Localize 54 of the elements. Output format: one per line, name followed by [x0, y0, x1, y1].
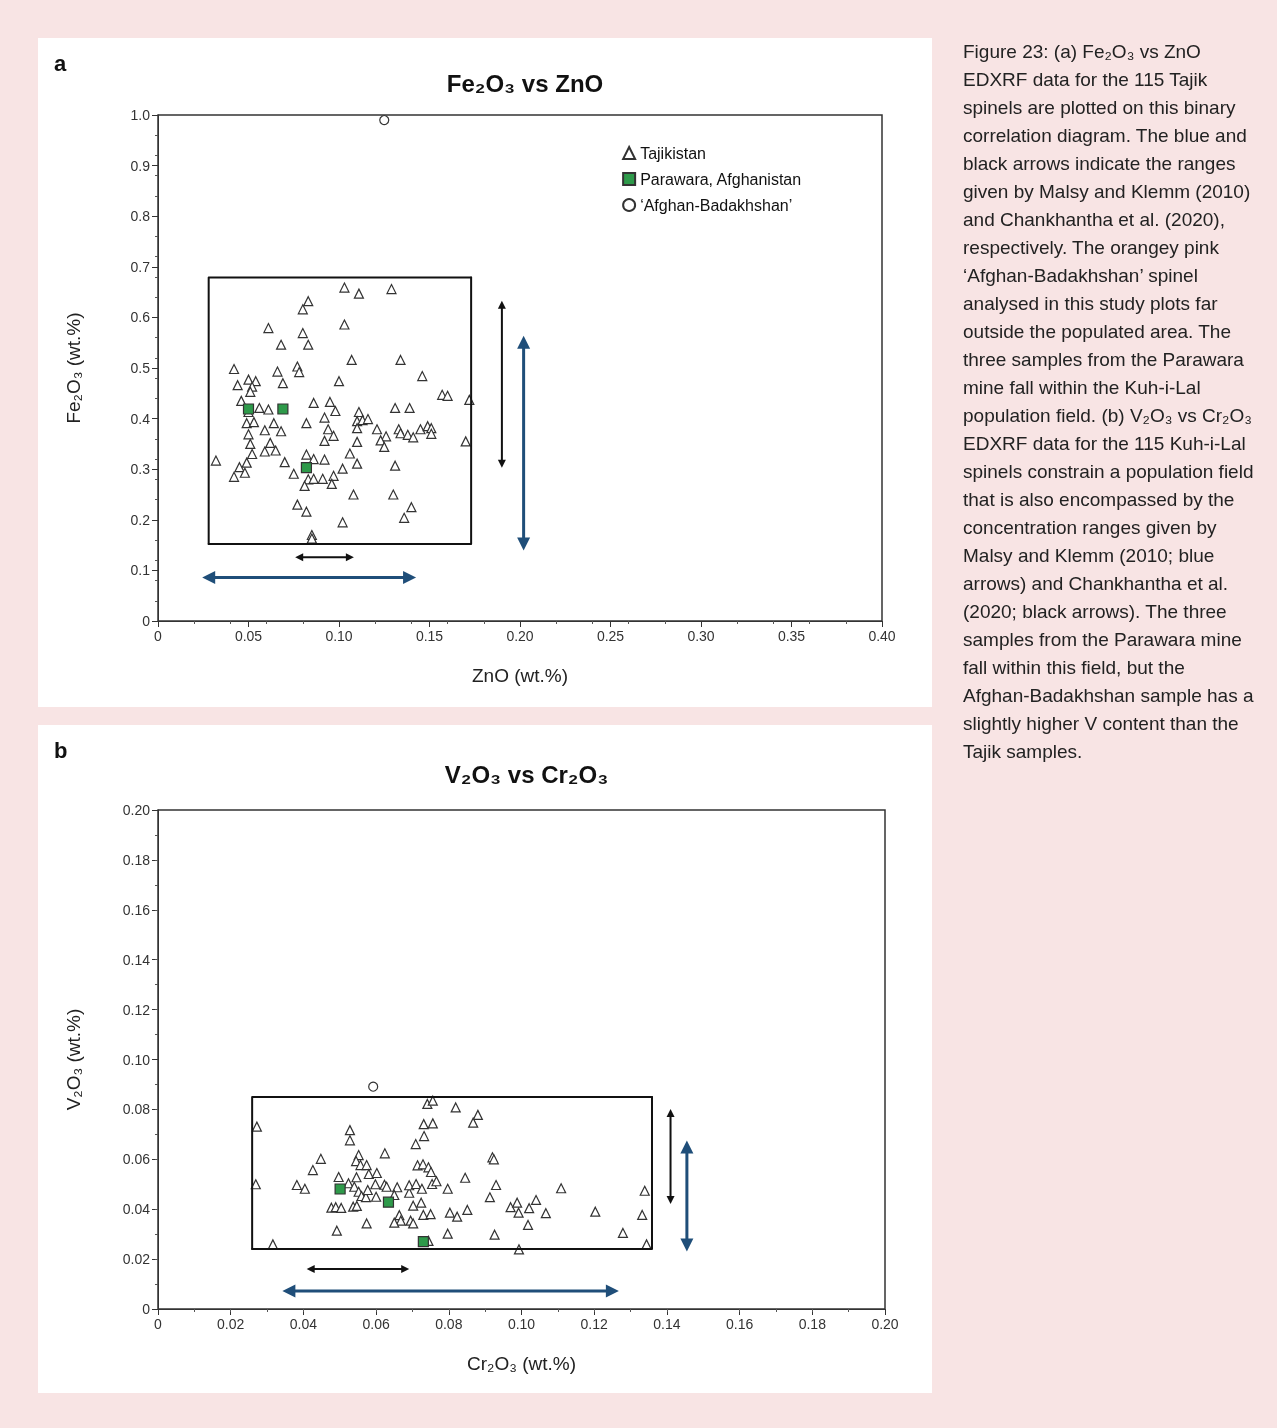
x-tick-label: 0.15	[415, 628, 444, 644]
x-tick-label: 0.20	[871, 1316, 899, 1332]
y-tick-label: 0	[142, 1301, 151, 1317]
y-tick-label: 0.9	[130, 157, 151, 174]
x-tick-label: 0.10	[507, 1316, 536, 1332]
y-tick-label: 0.10	[122, 1051, 151, 1068]
x-tick-label: 0.04	[289, 1316, 318, 1332]
x-tick-label: 0.35	[777, 628, 806, 644]
y-tick-label: 0.6	[130, 309, 151, 326]
y-tick-label: 0.4	[130, 410, 151, 427]
y-tick-label: 0.1	[130, 562, 151, 579]
y-tick-label: 0	[142, 613, 151, 629]
chart-title: V₂O₃ vs Cr₂O₃	[444, 760, 609, 788]
y-tick-label: 0.04	[122, 1201, 151, 1218]
x-tick-label: 0.30	[687, 628, 715, 644]
x-tick-label: 0.02	[217, 1316, 245, 1332]
y-axis-title: Fe₂O₃ (wt.%)	[63, 312, 84, 424]
x-tick-label: 0.20	[506, 628, 534, 644]
x-tick-label: 0	[154, 1316, 163, 1332]
legend-label: ‘Afghan-Badakhshan’	[640, 196, 793, 214]
y-tick-label: 1.0	[130, 107, 151, 123]
y-tick-label: 0.18	[122, 851, 151, 868]
y-tick-label: 0.8	[130, 208, 151, 225]
y-tick-label: 0.5	[130, 360, 151, 376]
x-tick-label: 0.25	[596, 628, 625, 644]
x-tick-label: 0.10	[325, 628, 353, 644]
y-tick-label: 0.2	[130, 511, 151, 528]
x-axis-title: ZnO (wt.%)	[471, 665, 569, 686]
text: b	[54, 737, 68, 763]
x-tick-label: 0	[154, 628, 163, 644]
text: Figure 23: (a) Fe₂O₃ vs ZnO EDXRF data for the 115 Tajik spinels are plotted on this binary correlation diagram. The blue and black arrows indicate the ranges given by Malsy and Klemm (2010) and Chankhantha et al. (2020), respectively. The orangey pink ‘Afghan-Badakhshan’ spinel analysed in this study plots far outside the populated area. The three samples from the Parawara mine fall within the Kuh-i-Lal population field. (b) V₂O₃ vs Cr₂O₃ EDXRF data for the 115 Kuh-i-Lal spinels constrain a population field that is also encompassed by the concentration ranges given by Malsy and Klemm (2010; blue arrows) and Chankhantha et al. (2020; black arrows). The three samples from the Parawara mine fall within this field, but the Afghan-Badakhshan sample has a slightly higher V content than the Tajik samples.	[963, 41, 1254, 762]
y-tick-label: 0.08	[122, 1101, 151, 1118]
x-tick-label: 0.06	[362, 1316, 390, 1332]
y-tick-label: 0.16	[122, 901, 151, 918]
text: a	[54, 50, 67, 76]
y-axis-title: V₂O₃ (wt.%)	[63, 1008, 84, 1111]
legend-label: Tajikistan	[640, 144, 706, 162]
x-tick-label: 0.40	[868, 628, 896, 644]
y-tick-label: 0.12	[122, 1001, 151, 1018]
y-tick-label: 0.7	[130, 258, 151, 275]
chart-title: Fe₂O₃ vs ZnO	[446, 69, 604, 97]
legend-label: Parawara, Afghanistan	[640, 170, 802, 188]
x-tick-label: 0.18	[798, 1316, 827, 1332]
x-tick-label: 0.05	[234, 628, 263, 644]
y-tick-label: 0.06	[122, 1151, 151, 1168]
x-tick-label: 0.14	[653, 1316, 681, 1332]
x-tick-label: 0.12	[580, 1316, 609, 1332]
x-axis-title: Cr₂O₃ (wt.%)	[466, 1353, 577, 1374]
y-tick-label: 0.20	[122, 802, 151, 818]
y-tick-label: 0.02	[122, 1251, 151, 1268]
x-tick-label: 0.08	[435, 1316, 463, 1332]
x-tick-label: 0.16	[725, 1316, 754, 1332]
y-tick-label: 0.3	[130, 461, 151, 478]
y-tick-label: 0.14	[122, 951, 151, 968]
